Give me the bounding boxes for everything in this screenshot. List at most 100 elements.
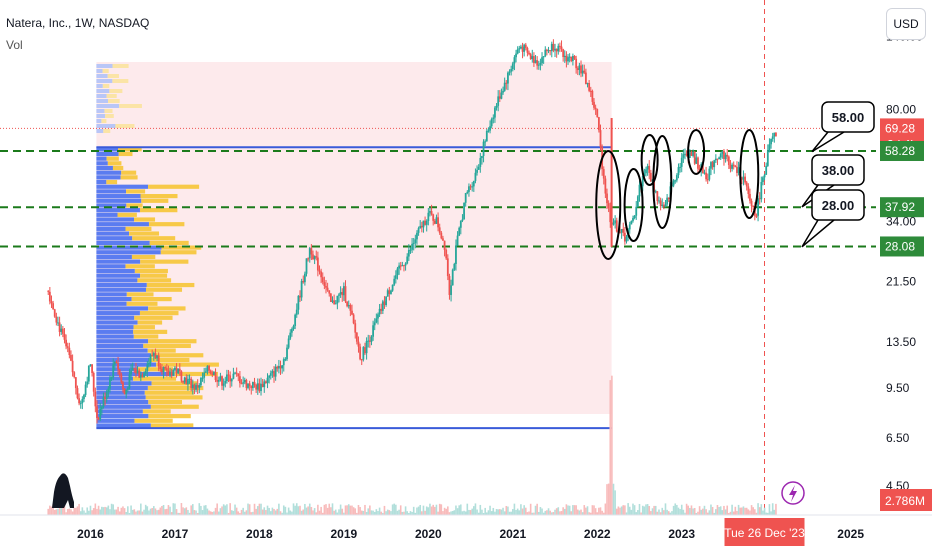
volume-bar bbox=[713, 512, 716, 515]
volume-bar bbox=[741, 507, 743, 515]
volume-profile-bar bbox=[96, 325, 134, 330]
volume-bar bbox=[541, 508, 543, 515]
volume-bar bbox=[185, 507, 188, 515]
volume-profile-bar bbox=[96, 175, 121, 180]
volume-bar bbox=[219, 508, 222, 515]
volume-bar bbox=[94, 503, 97, 515]
volume-bar bbox=[687, 505, 690, 515]
volume-bar bbox=[585, 507, 587, 515]
volume-bar bbox=[648, 506, 651, 515]
volume-bar bbox=[721, 510, 724, 515]
volume-profile-bar bbox=[96, 320, 138, 325]
candle-body bbox=[429, 211, 431, 213]
volume-bar bbox=[391, 504, 394, 515]
volume-bar bbox=[685, 503, 688, 515]
candle-body bbox=[526, 47, 529, 53]
volume-bar bbox=[698, 506, 701, 515]
volume-profile-bar bbox=[148, 339, 197, 344]
candle-body bbox=[294, 314, 297, 326]
volume-bar bbox=[416, 507, 418, 515]
volume-bar bbox=[622, 505, 625, 515]
candle-body bbox=[367, 340, 370, 342]
volume-profile-bar bbox=[96, 179, 107, 185]
volume-bar bbox=[188, 512, 191, 515]
candle-body bbox=[386, 290, 389, 297]
candle-body bbox=[638, 184, 641, 197]
candle-body bbox=[97, 418, 100, 420]
volume-bar bbox=[729, 511, 732, 515]
candle-body bbox=[658, 200, 660, 202]
volume-bar bbox=[320, 506, 322, 515]
volume-profile-bar bbox=[137, 278, 172, 283]
candle-body bbox=[607, 203, 610, 209]
candle-body bbox=[737, 167, 740, 173]
candle-body bbox=[318, 270, 321, 272]
candle-body bbox=[258, 383, 261, 392]
volume-bar bbox=[718, 507, 720, 515]
volume-bar bbox=[640, 512, 642, 515]
volume-indicator-label[interactable]: Vol bbox=[6, 38, 23, 52]
candle-body bbox=[219, 376, 222, 380]
candle-body bbox=[482, 141, 485, 157]
volume-profile-bar bbox=[143, 343, 191, 348]
volume-bar bbox=[193, 510, 196, 515]
candle-body bbox=[149, 355, 152, 363]
candle-body bbox=[229, 375, 232, 382]
candle-body bbox=[209, 370, 212, 374]
volume-profile-bar bbox=[148, 222, 185, 227]
volume-profile-bar bbox=[129, 231, 160, 236]
volume-bar bbox=[620, 506, 623, 515]
candle-body bbox=[61, 328, 64, 334]
candle-body bbox=[55, 316, 58, 323]
candle-body bbox=[74, 377, 77, 389]
volume-bar bbox=[464, 511, 467, 515]
candle-body bbox=[138, 370, 141, 378]
volume-bar bbox=[278, 503, 280, 515]
volume-bar bbox=[307, 506, 309, 515]
currency-button[interactable]: USD bbox=[886, 8, 926, 40]
volume-bar bbox=[750, 505, 753, 515]
volume-bar bbox=[284, 506, 287, 515]
volume-profile-bar bbox=[96, 339, 149, 344]
candle-body bbox=[656, 191, 659, 202]
candle-body bbox=[195, 385, 197, 390]
volume-bar bbox=[195, 510, 197, 515]
candle-body bbox=[701, 164, 704, 174]
volume-profile-bar bbox=[156, 362, 219, 367]
volume-bar bbox=[62, 505, 64, 515]
x-tick-label: 2020 bbox=[415, 527, 442, 541]
volume-bar bbox=[187, 509, 189, 515]
volume-bar bbox=[412, 506, 415, 515]
volume-bar bbox=[762, 510, 764, 515]
volume-bar bbox=[490, 511, 493, 515]
volume-bar bbox=[372, 510, 374, 515]
volume-bar bbox=[536, 503, 538, 515]
candle-body bbox=[271, 371, 274, 374]
hand-drawn-oval bbox=[687, 129, 706, 175]
volume-profile-bar bbox=[120, 175, 138, 180]
volume-bar bbox=[656, 511, 659, 515]
volume-bar bbox=[598, 507, 600, 515]
volume-bar bbox=[318, 510, 321, 515]
volume-bar bbox=[445, 508, 447, 515]
volume-bar bbox=[716, 505, 719, 515]
candle-body bbox=[541, 57, 543, 64]
candle-body bbox=[281, 365, 284, 369]
volume-bar bbox=[560, 511, 563, 515]
volume-bar bbox=[86, 507, 89, 515]
candle-body bbox=[589, 90, 592, 92]
volume-bar bbox=[422, 505, 425, 515]
volume-bar bbox=[133, 509, 136, 515]
volume-profile-bar bbox=[151, 381, 198, 386]
volume-bar bbox=[102, 507, 105, 515]
volume-bar bbox=[399, 505, 402, 515]
volume-bar bbox=[563, 508, 566, 515]
volume-profile-bar bbox=[96, 348, 148, 353]
candle-body bbox=[620, 228, 623, 233]
candle-body bbox=[697, 157, 699, 169]
volume-bar bbox=[177, 512, 179, 515]
volume-profile-bar bbox=[96, 414, 149, 419]
volume-bar bbox=[697, 511, 699, 515]
volume-bar bbox=[516, 508, 519, 515]
